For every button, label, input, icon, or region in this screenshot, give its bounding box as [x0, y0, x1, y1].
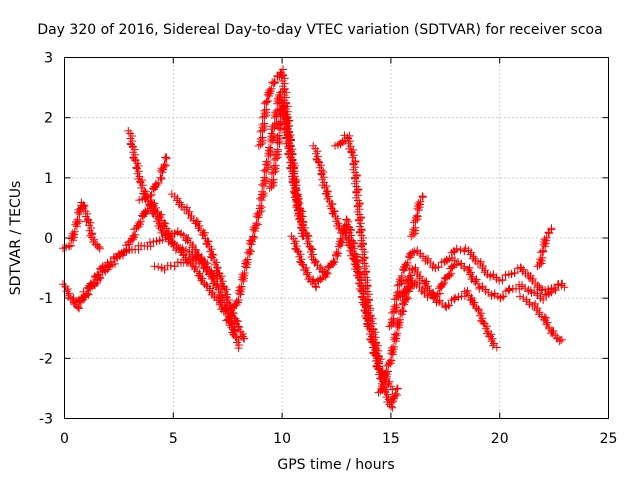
- plus-markers: [150, 254, 222, 283]
- y-axis-label: SDTVAR / TECUs: [8, 181, 24, 296]
- y-tick-label: -3: [39, 412, 53, 428]
- grid: [64, 57, 609, 419]
- y-tick-label: -1: [39, 291, 53, 307]
- plus-markers: [407, 192, 427, 241]
- plus-markers: [59, 198, 104, 253]
- series-arc-2: [59, 198, 104, 253]
- y-tick-label: -2: [39, 351, 53, 367]
- y-tick-label: 0: [44, 231, 53, 247]
- x-tick-label: 25: [600, 431, 618, 447]
- plus-markers: [135, 153, 171, 205]
- y-tick-labels: -3 -2 -1 0 1 2 3: [39, 51, 53, 428]
- plot-frame: [64, 57, 609, 419]
- series-arc-10: [265, 102, 329, 277]
- x-axis-label: GPS time / hours: [277, 457, 394, 473]
- plus-markers: [396, 263, 501, 352]
- x-tick-label: 10: [273, 431, 291, 447]
- series-arc-17: [407, 192, 427, 241]
- data-points: [59, 65, 569, 412]
- series-arc-19: [533, 224, 556, 271]
- chart-title: Day 320 of 2016, Sidereal Day-to-day VTE…: [37, 22, 602, 38]
- plus-markers: [533, 224, 556, 271]
- series-arc-16: [396, 263, 501, 352]
- series-arc-15: [385, 244, 569, 331]
- y-tick-label: 1: [44, 171, 53, 187]
- series-arc-5: [135, 153, 171, 205]
- x-tick-label: 5: [169, 431, 178, 447]
- plus-markers: [331, 131, 385, 368]
- x-tick-label: 20: [491, 431, 509, 447]
- plus-markers: [385, 244, 569, 331]
- y-tick-label: 2: [44, 111, 53, 127]
- series-arc-6: [150, 254, 222, 283]
- x-tick-labels: 0 5 10 15 20 25: [60, 431, 617, 447]
- series-arc-18: [516, 292, 566, 346]
- plus-markers: [516, 292, 566, 346]
- y-tick-label: 3: [44, 51, 53, 67]
- x-tick-label: 0: [60, 431, 69, 447]
- plus-markers: [265, 102, 329, 277]
- x-tick-label: 15: [382, 431, 400, 447]
- series-arc-13: [331, 131, 385, 368]
